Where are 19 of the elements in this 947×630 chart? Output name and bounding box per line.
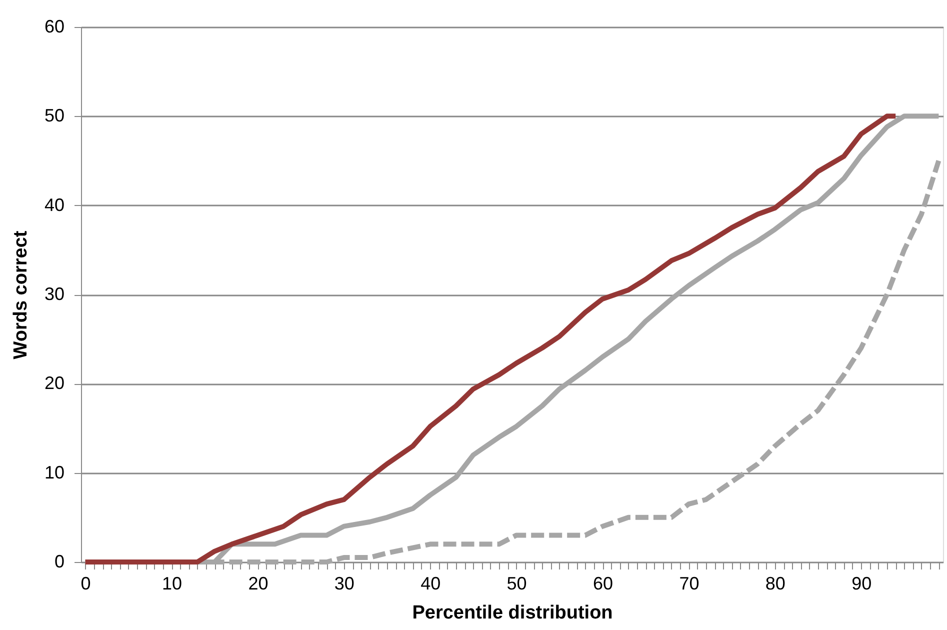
x-tick-label: 20 bbox=[248, 574, 268, 594]
y-axis-title: Words correct bbox=[10, 230, 32, 360]
x-tick-label: 30 bbox=[334, 574, 354, 594]
x-tick-label: 60 bbox=[592, 574, 614, 594]
y-tick-label: 0 bbox=[54, 552, 64, 572]
y-tick-label: 60 bbox=[44, 16, 64, 36]
y-tick-label: 20 bbox=[44, 373, 64, 394]
y-tick-label: 50 bbox=[44, 106, 64, 126]
x-tick-label: 90 bbox=[852, 574, 872, 594]
y-tick-label: 10 bbox=[44, 462, 64, 482]
x-axis-title: Percentile distribution bbox=[412, 602, 613, 624]
x-tick-label: 70 bbox=[679, 574, 700, 594]
x-tick-label: 0 bbox=[80, 574, 91, 594]
y-tick-label: 40 bbox=[44, 194, 64, 215]
x-tick-label: 80 bbox=[765, 574, 786, 594]
y-tick-label: 30 bbox=[44, 284, 64, 304]
x-tick-label: 10 bbox=[162, 574, 182, 594]
x-tick-label: 40 bbox=[420, 574, 441, 594]
x-tick-label: 50 bbox=[506, 574, 527, 594]
